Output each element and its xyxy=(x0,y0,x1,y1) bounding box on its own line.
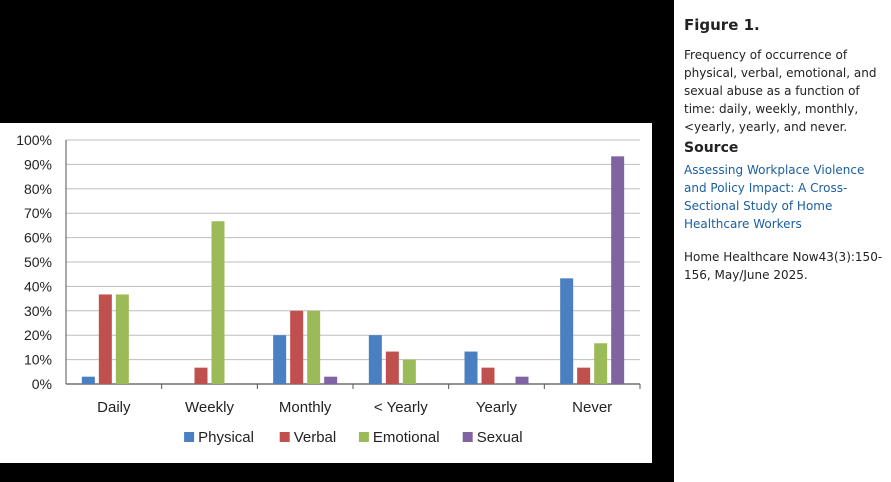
y-tick-label: 10% xyxy=(24,352,52,368)
bar-physical xyxy=(464,351,478,384)
legend-label-sexual: Sexual xyxy=(477,429,523,446)
y-tick-label: 30% xyxy=(24,303,52,319)
x-category-label: < Yearly xyxy=(374,399,428,416)
y-tick-label: 100% xyxy=(16,132,52,148)
bar-emotional xyxy=(307,310,321,384)
figure-title: Figure 1. xyxy=(684,16,760,34)
legend-label-verbal: Verbal xyxy=(294,429,337,446)
legend-swatch-verbal xyxy=(279,432,290,442)
bar-physical xyxy=(368,335,382,384)
legend-swatch-physical xyxy=(184,432,195,442)
source-citation: Home Healthcare Now43(3):150-156, May/Ju… xyxy=(684,250,883,282)
legend-label-physical: Physical xyxy=(198,429,254,446)
bar-sexual xyxy=(611,156,625,384)
bar-sexual xyxy=(324,376,338,384)
y-tick-label: 60% xyxy=(24,230,52,246)
bar-verbal xyxy=(290,310,304,384)
legend-swatch-sexual xyxy=(462,432,473,442)
bar-verbal xyxy=(385,351,399,384)
grouped-bar-chart: 0% 10% 20% 30% 40% 50% 60% 70% 80% 90% 100% Daily We… xyxy=(16,132,641,446)
y-tick-label: 90% xyxy=(24,156,52,172)
bar-physical xyxy=(273,335,287,384)
bar-verbal xyxy=(194,367,208,384)
bar-physical xyxy=(81,376,95,384)
legend-label-emotional: Emotional xyxy=(373,429,440,446)
bar-sexual xyxy=(515,376,529,384)
figure-caption: Frequency of occurrence of physical, ver… xyxy=(684,48,877,134)
bar-emotional xyxy=(211,221,225,384)
x-category-label: Weekly xyxy=(185,399,234,416)
bar-physical xyxy=(560,278,574,384)
x-category-label: Monthly xyxy=(279,399,332,416)
chart-panel: 0% 10% 20% 30% 40% 50% 60% 70% 80% 90% 100% Daily We… xyxy=(0,123,652,463)
y-tick-label: 0% xyxy=(32,376,52,392)
legend-swatch-emotional xyxy=(358,432,369,442)
bar-emotional xyxy=(402,359,416,384)
x-category-label: Yearly xyxy=(476,399,518,416)
bar-emotional xyxy=(115,294,129,384)
y-tick-label: 40% xyxy=(24,278,52,294)
bar-verbal xyxy=(481,367,495,384)
bar-emotional xyxy=(594,343,608,384)
bar-verbal xyxy=(577,367,591,384)
bar-verbal xyxy=(98,294,112,384)
x-category-label: Daily xyxy=(97,399,131,416)
y-tick-label: 50% xyxy=(24,254,52,270)
y-tick-label: 20% xyxy=(24,327,52,343)
figure-info-panel: Figure 1. Frequency of occurrence of phy… xyxy=(674,0,891,482)
y-tick-label: 80% xyxy=(24,181,52,197)
source-heading: Source xyxy=(684,140,739,156)
source-article-link[interactable]: Assessing Workplace Violence and Policy … xyxy=(684,163,865,231)
x-category-label: Never xyxy=(572,399,612,416)
y-tick-label: 70% xyxy=(24,205,52,221)
